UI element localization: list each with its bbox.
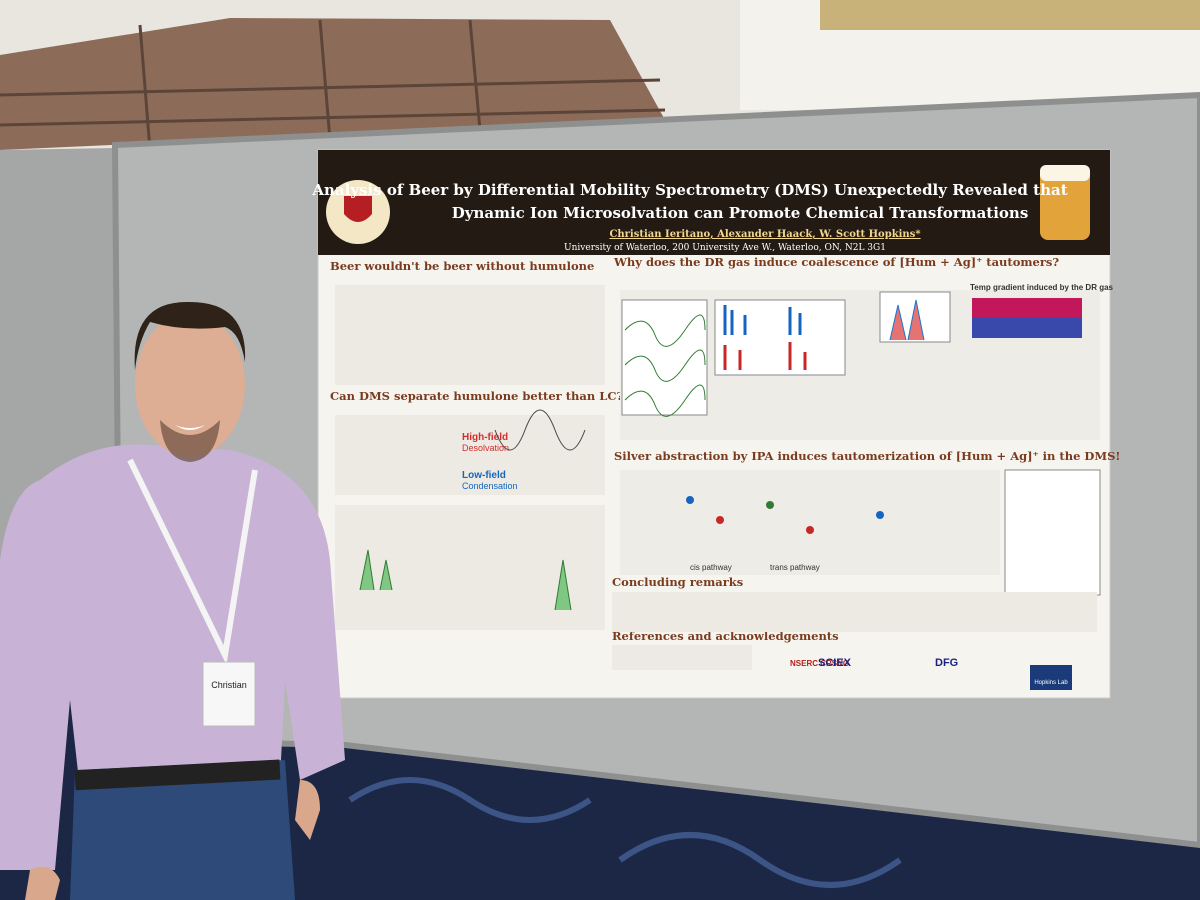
crest-shield [344,196,372,222]
atom [686,496,694,504]
hair [134,301,246,370]
atom [806,526,814,534]
concluding-text [612,592,1097,632]
figure-label: Desolvation [462,443,509,453]
waveform [494,409,586,451]
spectrum-lines [624,314,706,417]
figure-dms [335,415,605,495]
beer-foam [1040,165,1090,181]
name-badge [202,661,256,727]
atom [766,501,774,509]
figure-label: Low-field [462,470,506,481]
atom [876,511,884,519]
temp-gradient [972,318,1082,338]
sponsor-logo: SCIEX [818,657,852,669]
badge-name: Christian [211,680,247,690]
section-heading: Concluding remarks [612,575,743,589]
vanspanij-peaks [889,299,925,341]
poster-title: Analysis of Beer by Differential Mobilit… [311,181,1067,199]
figure-label: trans pathway [770,563,820,572]
jeans [70,760,295,900]
hdx-peaks [723,342,807,370]
hdx-panel [714,299,846,376]
beard [160,420,220,462]
poster-title: Dynamic Ion Microsolvation can Promote C… [452,204,1029,222]
sponsor-logo: Hopkins Lab [1034,680,1068,686]
section-heading: Silver abstraction by IPA induces tautom… [614,449,1120,463]
separation-peaks [359,549,572,611]
section-heading: Why does the DR gas induce coalescence o… [613,255,1059,269]
figure-label: Condensation [462,481,518,491]
poster-authors: Christian Ieritano, Alexander Haack, W. … [609,229,921,240]
smile [175,425,205,430]
hopkins-logo [1030,665,1072,690]
stone-wall [0,18,665,150]
references-text [612,645,752,670]
ensemble-plot [1004,469,1101,596]
atom [716,516,724,524]
figure-label: cis pathway [690,563,732,572]
sponsor-logo: NSERC CRSNG [790,659,849,668]
figure-label: High-field [462,432,508,443]
face [135,313,245,457]
hands [25,780,320,900]
hdx-peaks [723,305,802,335]
section-heading: Can DMS separate humulone better than LC… [330,389,623,403]
figure-label: Temp gradient induced by the DR gas [970,283,1114,292]
stone-joints [0,19,666,151]
section-heading: References and acknowledgements [612,629,839,643]
window-light [820,0,1200,30]
figure-pathways [620,470,1000,575]
poster-header [318,150,1110,255]
poster-affiliation: University of Waterloo, 200 University A… [564,243,886,253]
lanyard [127,458,258,665]
section-heading: Beer wouldn't be beer without humulone [330,259,594,273]
sponsor-logo: DFG [935,657,958,669]
beer-glass [1040,165,1090,240]
figure-structures [335,285,605,385]
belt [74,759,281,791]
